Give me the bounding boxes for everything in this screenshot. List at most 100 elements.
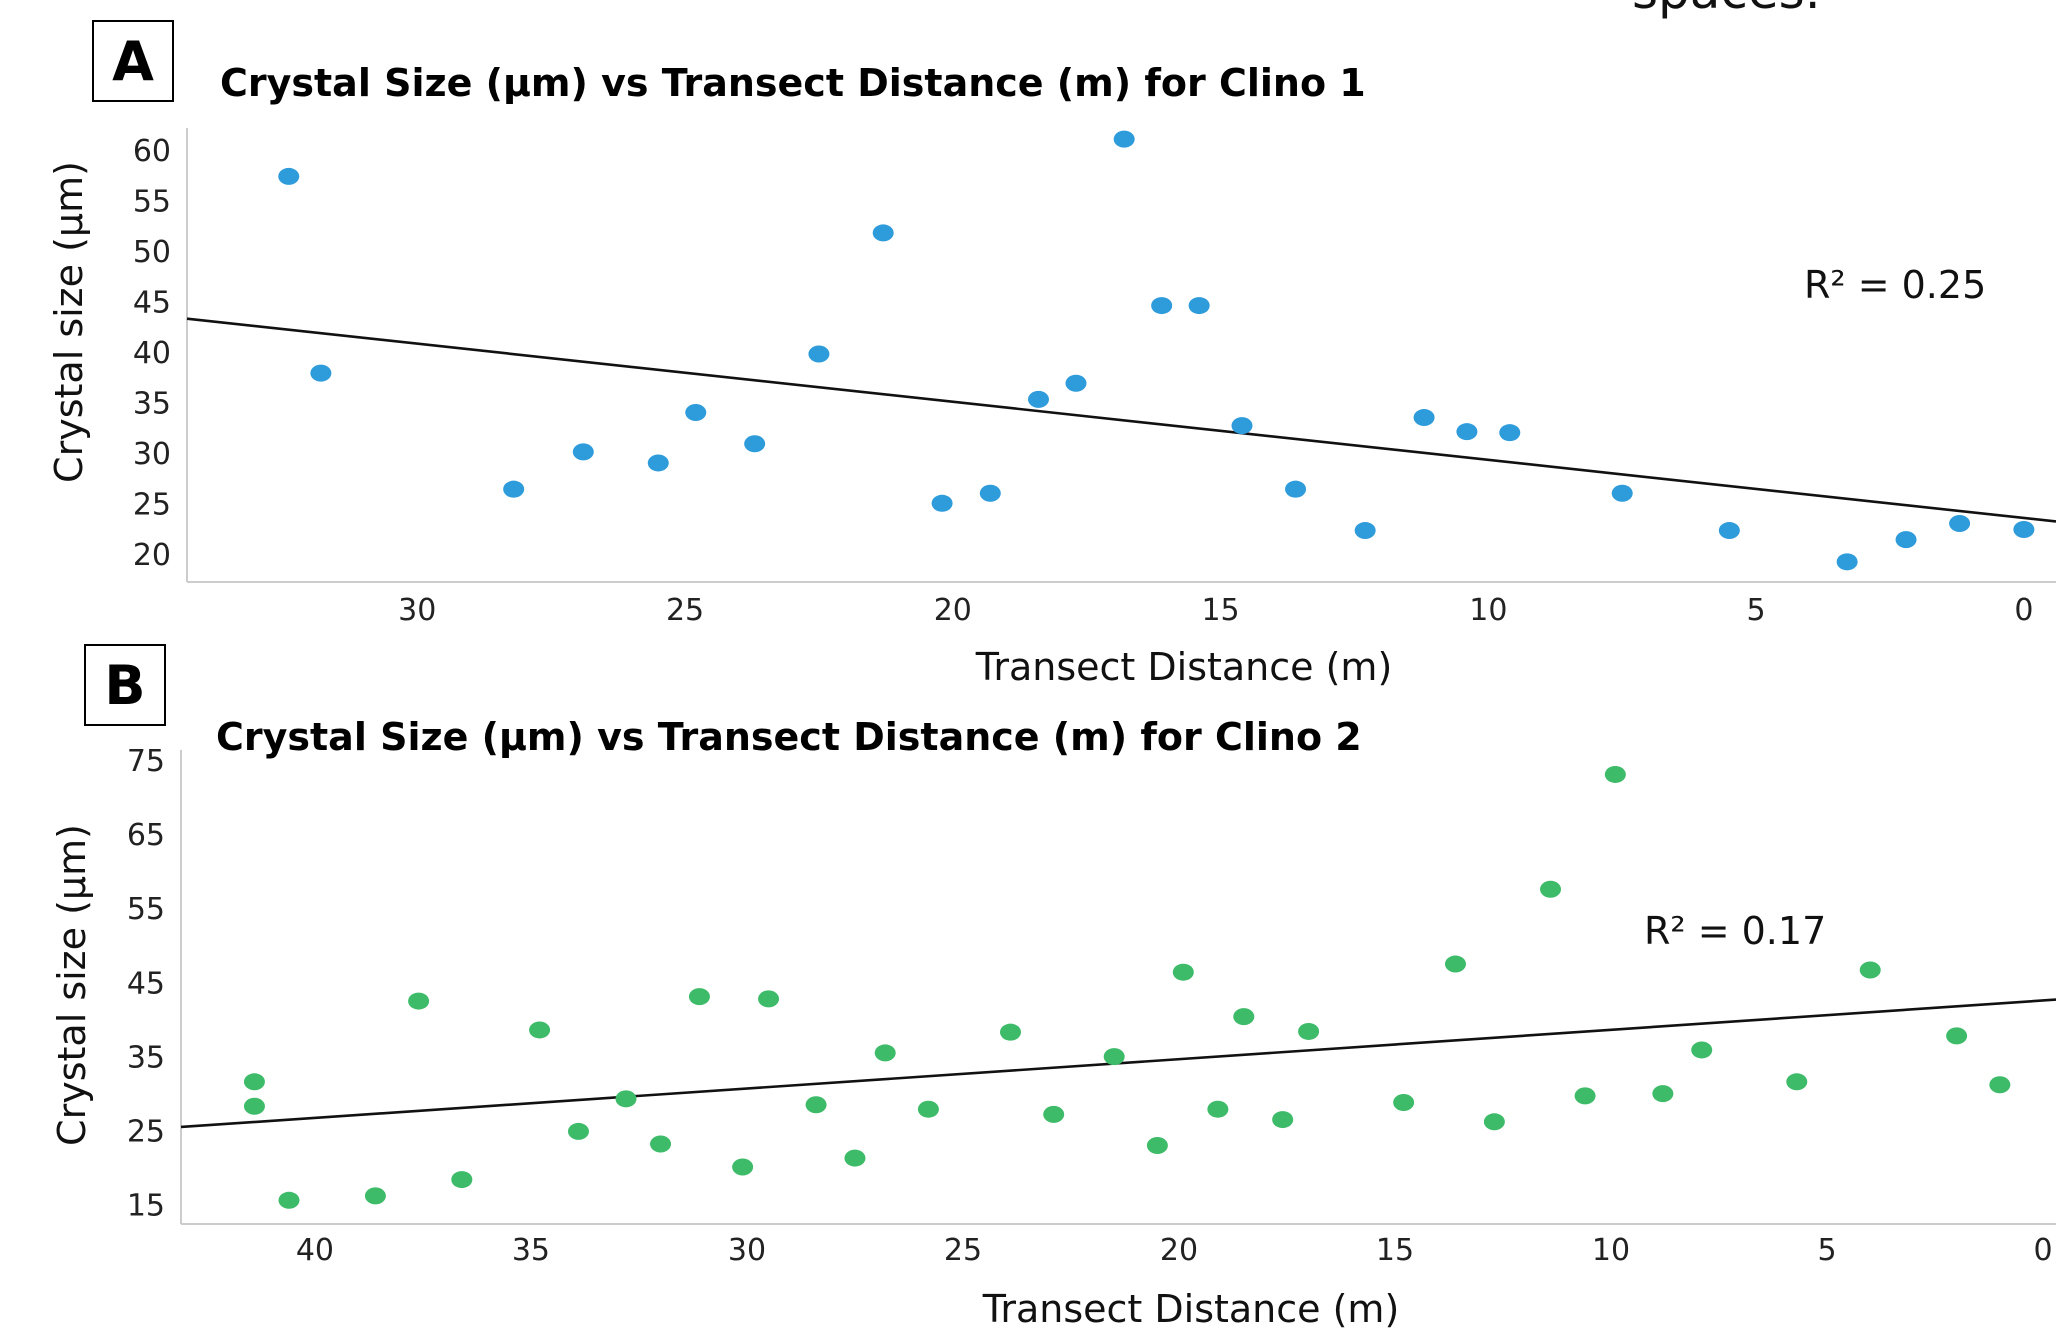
panel-a-x-tick-label: 30 (398, 593, 436, 628)
panel-b-r-squared: R² = 0.17 (1644, 909, 1826, 953)
panel-b-data-point (567, 1122, 589, 1140)
panel-b-letter-box (84, 644, 166, 726)
panel-a-data-point (647, 454, 669, 472)
panel-b-data-point (364, 1187, 386, 1205)
panel-a-x-tick-label: 10 (1469, 593, 1507, 628)
panel-b-data-point (615, 1090, 637, 1108)
panel-b-data-point (758, 990, 780, 1008)
panel-b-y-tick-label: 75 (127, 744, 165, 779)
panel-a-y-tick-label: 40 (133, 336, 171, 371)
panel-a-data-point (1413, 409, 1435, 427)
panel-a-letter-box (92, 20, 174, 102)
panel-b-data-point (688, 988, 710, 1006)
panel-b-data-point (1298, 1022, 1320, 1040)
panel-b: B Crystal Size (µm) vs Transect Distance… (50, 644, 2056, 1328)
panel-b-y-tick-label: 35 (127, 1040, 165, 1075)
panel-b-x-tick-label: 25 (944, 1233, 982, 1268)
panel-b-y-tick-label: 45 (127, 966, 165, 1001)
panel-a-y-tick-label: 35 (133, 386, 171, 421)
panel-b-data-point (529, 1021, 551, 1039)
panel-b-y-ticks: 15 25 35 45 55 65 75 (127, 744, 165, 1223)
panel-b-letter: B (104, 654, 145, 717)
panel-a-data-point (503, 480, 525, 498)
panel-b-data-point (999, 1023, 1021, 1041)
panel-a-data-point (808, 345, 830, 363)
panel-a-data-point (278, 167, 300, 185)
panel-a-y-label: Crystal size (µm) (47, 161, 91, 483)
panel-b-y-tick-label: 15 (127, 1188, 165, 1223)
panel-a-data-point (1231, 417, 1253, 435)
panel-b-data-point (844, 1149, 866, 1167)
panel-b-data-point (243, 1073, 265, 1091)
panel-b-data-point (1946, 1027, 1968, 1045)
panel-a-data-point (1354, 522, 1376, 540)
panel-a-letter: A (112, 30, 154, 93)
panel-a-data-point (1065, 374, 1087, 392)
panel-b-data-point (732, 1158, 754, 1176)
panel-a-data-point (1949, 514, 1971, 532)
panel-a-data-point (872, 224, 894, 242)
panel-b-x-tick-label: 40 (296, 1233, 334, 1268)
panel-a-y-tick-label: 60 (133, 134, 171, 169)
panel-b-data-point (650, 1135, 672, 1153)
panel-b-x-tick-label: 20 (1160, 1233, 1198, 1268)
panel-a-x-tick-label: 20 (934, 593, 972, 628)
panel-b-x-tick-label: 15 (1376, 1233, 1414, 1268)
panel-b-y-tick-label: 25 (127, 1114, 165, 1149)
panel-a-y-tick-label: 50 (133, 235, 171, 270)
panel-a-y-tick-label: 20 (133, 538, 171, 573)
panel-a-data-point (744, 435, 766, 453)
panel-a-data-point (2013, 521, 2035, 539)
panel-a-x-tick-label: 5 (1747, 593, 1766, 628)
panel-b-data-point (805, 1096, 827, 1114)
panel-b-data-point (278, 1191, 300, 1209)
panel-b-data-point (1172, 963, 1194, 981)
panel-b-x-tick-label: 0 (2033, 1233, 2052, 1268)
panel-b-x-tick-label: 10 (1592, 1233, 1630, 1268)
panel-b-data-point (1540, 880, 1562, 898)
panel-a-data-point (310, 364, 332, 382)
panel-a-data-point (1611, 484, 1633, 502)
panel-a-data-point (572, 443, 594, 461)
panel-b-data-point (1483, 1113, 1505, 1131)
panel-b-y-tick-label: 65 (127, 818, 165, 853)
stray-caption-text: spaces. (1632, 0, 1821, 20)
panel-b-data-point (1272, 1111, 1294, 1129)
panel-b-data-point (451, 1171, 473, 1189)
panel-b-x-ticks: 40 35 30 25 20 15 10 5 0 (296, 1233, 2053, 1268)
panel-b-data-point (243, 1097, 265, 1115)
panel-a-y-ticks: 20 25 30 35 40 45 50 55 60 (133, 134, 171, 573)
panel-a-data-point (685, 404, 707, 422)
panel-a-x-tick-label: 15 (1201, 593, 1239, 628)
panel-a-data-point (1188, 297, 1210, 315)
panel-a-title: Crystal Size (µm) vs Transect Distance (… (220, 61, 1366, 105)
panel-a-data-point (1718, 522, 1740, 540)
panel-a-data-point (931, 494, 953, 512)
panel-b-data-point (874, 1044, 896, 1062)
panel-b-data-point (1604, 765, 1626, 783)
panel-b-data-point (1043, 1105, 1065, 1123)
panel-a-y-tick-label: 45 (133, 286, 171, 321)
panel-b-y-tick-label: 55 (127, 892, 165, 927)
panel-b-data-point (1393, 1094, 1415, 1112)
panel-a-data-point (1895, 531, 1917, 549)
panel-a-x-tick-label: 25 (666, 593, 704, 628)
panel-b-data-point (1103, 1048, 1125, 1066)
panel-a-data-point (1456, 423, 1478, 441)
panel-a-data-point (1499, 424, 1521, 442)
panel-b-x-tick-label: 30 (728, 1233, 766, 1268)
panel-b-data-point (1146, 1136, 1168, 1154)
panel-b-data-point (1444, 955, 1466, 973)
panel-b-x-tick-label: 35 (512, 1233, 550, 1268)
panel-b-x-label: Transect Distance (m) (982, 1287, 1400, 1328)
panel-b-data-point (917, 1100, 939, 1118)
panel-a-r-squared: R² = 0.25 (1804, 263, 1986, 307)
panel-b-points (243, 765, 2011, 1209)
panel-a-x-ticks: 30 25 20 15 10 5 0 (398, 593, 2033, 628)
panel-a-x-tick-label: 0 (2014, 593, 2033, 628)
panel-a-x-label: Transect Distance (m) (975, 645, 1393, 689)
panel-a-trendline (186, 317, 2056, 523)
panel-b-data-point (1574, 1087, 1596, 1105)
panel-b-title: Crystal Size (µm) vs Transect Distance (… (216, 715, 1362, 759)
